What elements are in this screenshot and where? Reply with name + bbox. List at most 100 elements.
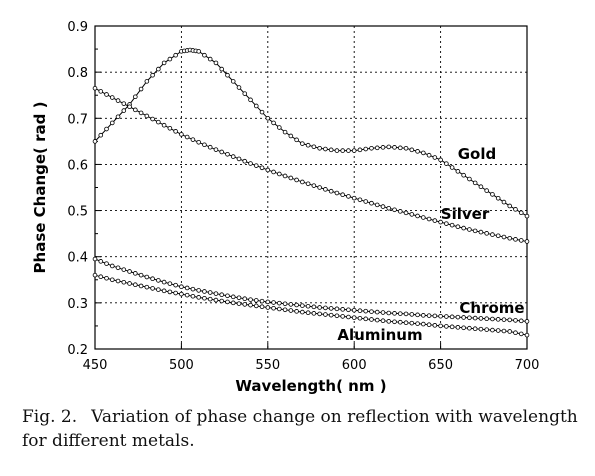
marker-silver bbox=[150, 116, 155, 122]
marker-chrome bbox=[472, 315, 478, 321]
marker-aluminum bbox=[472, 326, 478, 331]
series-labels: Gold Silver Chrome Aluminum bbox=[337, 145, 524, 344]
marker-gold bbox=[271, 120, 276, 126]
marker-aluminum bbox=[328, 312, 334, 318]
marker-gold bbox=[248, 97, 253, 103]
marker-aluminum bbox=[271, 305, 276, 311]
marker-aluminum bbox=[121, 279, 127, 285]
marker-silver bbox=[432, 218, 438, 223]
marker-chrome bbox=[501, 317, 507, 322]
marker-chrome bbox=[363, 308, 369, 314]
phase-change-chart: 450 500 550 600 650 700 0.2 0.3 0.4 0.5 0.6 0.7 0.8 0… bbox=[31, 20, 540, 395]
marker-silver bbox=[184, 134, 190, 140]
marker-chrome bbox=[156, 278, 161, 283]
marker-silver bbox=[127, 104, 132, 110]
marker-chrome bbox=[374, 309, 380, 315]
marker-chrome bbox=[513, 318, 518, 323]
marker-aluminum bbox=[484, 327, 489, 332]
marker-aluminum bbox=[415, 321, 420, 326]
marker-aluminum bbox=[397, 319, 403, 325]
marker-silver bbox=[173, 129, 178, 134]
y-tick-label: 0.6 bbox=[67, 158, 88, 173]
marker-aluminum bbox=[104, 275, 109, 281]
marker-silver bbox=[196, 139, 201, 145]
marker-silver bbox=[374, 202, 380, 208]
marker-aluminum bbox=[357, 315, 363, 321]
marker-silver bbox=[478, 229, 484, 235]
x-tick-label: 450 bbox=[83, 358, 108, 373]
marker-chrome bbox=[438, 313, 443, 319]
marker-silver bbox=[484, 231, 489, 236]
marker-aluminum bbox=[507, 329, 513, 334]
marker-aluminum bbox=[265, 305, 271, 310]
marker-chrome bbox=[288, 302, 294, 307]
marker-gold bbox=[490, 192, 495, 197]
marker-chrome bbox=[196, 288, 201, 293]
marker-silver bbox=[144, 113, 150, 119]
marker-chrome bbox=[236, 295, 242, 301]
marker-aluminum bbox=[478, 326, 484, 332]
marker-silver bbox=[225, 151, 230, 157]
marker-gold bbox=[334, 148, 340, 153]
marker-gold bbox=[369, 145, 374, 151]
marker-silver bbox=[397, 209, 403, 214]
marker-chrome bbox=[346, 307, 351, 313]
marker-chrome bbox=[133, 271, 138, 276]
marker-aluminum bbox=[311, 311, 317, 316]
marker-chrome bbox=[461, 315, 466, 320]
marker-aluminum bbox=[518, 331, 524, 337]
marker-silver bbox=[121, 101, 127, 106]
marker-gold bbox=[484, 188, 489, 193]
marker-gold bbox=[213, 60, 219, 66]
marker-chrome bbox=[271, 300, 276, 305]
marker-gold bbox=[444, 161, 449, 166]
marker-aluminum bbox=[225, 299, 230, 305]
figure-caption: Fig. 2. Variation of phase change on refl… bbox=[22, 405, 582, 453]
marker-silver bbox=[156, 119, 161, 125]
marker-silver bbox=[133, 107, 138, 113]
marker-silver bbox=[357, 197, 363, 203]
marker-silver bbox=[104, 92, 109, 97]
y-tick-label: 0.8 bbox=[67, 66, 88, 81]
y-tick-label: 0.9 bbox=[67, 20, 88, 35]
marker-gold bbox=[426, 152, 432, 158]
marker-chrome bbox=[115, 265, 121, 271]
marker-silver bbox=[207, 144, 213, 150]
marker-gold bbox=[150, 72, 155, 78]
marker-aluminum bbox=[513, 330, 518, 335]
marker-gold bbox=[415, 149, 420, 154]
y-tick-label: 0.5 bbox=[67, 205, 88, 220]
marker-chrome bbox=[225, 293, 230, 299]
caption-text: Variation of phase change on reflection … bbox=[22, 407, 578, 451]
marker-aluminum bbox=[444, 324, 449, 329]
marker-aluminum bbox=[363, 316, 369, 322]
marker-chrome bbox=[495, 317, 501, 322]
y-tick-label: 0.4 bbox=[67, 251, 88, 266]
marker-gold bbox=[236, 85, 242, 90]
marker-gold bbox=[403, 145, 409, 151]
marker-silver bbox=[513, 237, 518, 242]
marker-chrome bbox=[150, 276, 155, 282]
marker-aluminum bbox=[150, 286, 155, 291]
marker-silver bbox=[190, 137, 196, 142]
marker-aluminum bbox=[133, 282, 138, 288]
marker-gold bbox=[455, 169, 461, 174]
series-aluminum bbox=[92, 272, 530, 338]
marker-chrome bbox=[242, 296, 248, 302]
marker-aluminum bbox=[242, 302, 248, 307]
marker-silver bbox=[403, 210, 409, 216]
marker-aluminum bbox=[138, 283, 144, 289]
marker-chrome bbox=[449, 314, 455, 320]
marker-gold bbox=[311, 144, 317, 150]
marker-chrome bbox=[173, 282, 178, 288]
marker-aluminum bbox=[432, 323, 438, 328]
marker-aluminum bbox=[323, 312, 328, 317]
series-chrome bbox=[92, 256, 530, 324]
marker-chrome bbox=[202, 289, 207, 294]
x-tick-label: 550 bbox=[255, 358, 280, 373]
marker-silver bbox=[202, 142, 207, 148]
x-tick-label: 700 bbox=[515, 358, 540, 373]
marker-gold bbox=[92, 139, 98, 144]
marker-gold bbox=[421, 150, 426, 156]
marker-aluminum bbox=[156, 287, 161, 292]
